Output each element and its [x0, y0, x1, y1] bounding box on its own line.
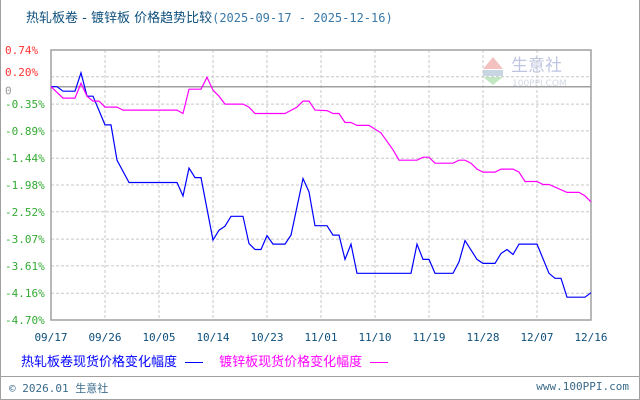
x-tick-label: 09/26	[88, 331, 121, 344]
series-line-hot-rolled	[51, 70, 592, 298]
y-tick-label: -4.16%	[5, 287, 45, 300]
footer-divider	[1, 376, 639, 377]
plot-border	[50, 49, 592, 321]
legend-swatch	[185, 362, 204, 363]
y-tick-label: 0.74%	[5, 44, 38, 57]
y-tick-label: 0.20%	[5, 66, 38, 79]
legend-item-hot-rolled: 热轧板卷现货价格变化幅度	[21, 351, 204, 370]
x-tick-label: 10/14	[196, 331, 229, 344]
legend-label: 热轧板卷现货价格变化幅度	[21, 355, 178, 370]
x-tick-label: 11/19	[412, 331, 445, 344]
legend-item-galvanized: 镀锌板现货价格变化幅度	[219, 351, 389, 370]
chart-title: 热轧板卷 - 镀锌板 价格趋势比较(2025-09-17 - 2025-12-1…	[26, 7, 393, 26]
legend-label: 镀锌板现货价格变化幅度	[219, 355, 363, 370]
y-tick-label: -1.98%	[5, 179, 45, 192]
y-tick-label: -0.89%	[5, 125, 45, 138]
watermark-logo: 生意社 100PPI.COM	[483, 56, 567, 89]
title-date-range: (2025-09-17 - 2025-12-16)	[212, 11, 393, 25]
y-tick-label: -3.61%	[5, 260, 45, 273]
x-tick-label: 12/16	[574, 331, 607, 344]
series-lines	[50, 70, 592, 298]
x-tick-label: 11/28	[466, 331, 499, 344]
y-tick-label: -3.07%	[5, 233, 45, 246]
x-tick-label: 11/10	[358, 331, 391, 344]
grid	[51, 50, 591, 320]
x-tick-label: 12/07	[520, 331, 553, 344]
y-tick-label: -0.35%	[5, 98, 45, 111]
title-main: 热轧板卷 - 镀锌板 价格趋势比较	[26, 11, 213, 26]
y-tick-label: 0	[5, 85, 12, 98]
x-tick-label: 10/23	[250, 331, 283, 344]
series-line-galvanized	[50, 75, 592, 203]
x-tick-label: 10/05	[142, 331, 175, 344]
y-tick-label: -4.70%	[5, 314, 45, 327]
copyright: © 2026.01 生意社	[9, 382, 109, 395]
x-tick-label: 11/01	[304, 331, 337, 344]
x-tick-label: 09/17	[34, 331, 67, 344]
legend: 热轧板卷现货价格变化幅度 镀锌板现货价格变化幅度	[21, 351, 400, 370]
y-tick-label: -2.52%	[5, 206, 45, 219]
site-link[interactable]: www.100PPI.com	[536, 380, 629, 393]
legend-swatch	[370, 362, 389, 363]
watermark-url: 100PPI.COM	[512, 79, 567, 89]
y-tick-label: -1.44%	[5, 152, 45, 165]
axes: 0.74% 0.20% 0-0.35% -0.89% -1.44% -1.98% -2.52…	[5, 44, 608, 344]
